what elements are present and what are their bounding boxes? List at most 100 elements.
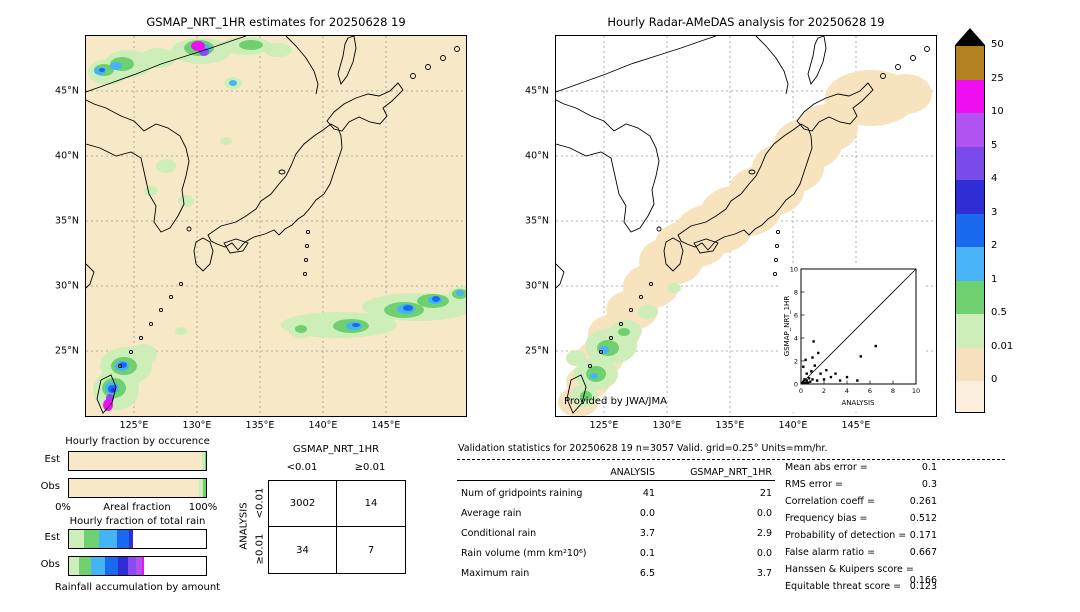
colorbar-tick-label: 5: [991, 139, 998, 151]
precip-blob: [178, 195, 194, 207]
contingency-grid: 3002 14 34 7: [268, 480, 406, 574]
precip-blob: [119, 362, 127, 368]
score-line: False alarm ratio = 0.667: [785, 547, 937, 558]
lat-tick-label: 45°N: [55, 85, 79, 97]
scatter-point: [838, 379, 842, 382]
grid-lines: [86, 36, 466, 416]
cell-ny: 14: [337, 481, 405, 527]
scatter-point: [834, 372, 837, 375]
lon-tick-label: 140°E: [308, 420, 338, 431]
row-label-lt: <0.01: [254, 487, 266, 519]
stat-value: 21: [759, 488, 772, 499]
scatter-point: [856, 379, 859, 382]
total-rain-est-bar: [68, 529, 207, 549]
colorbar-tick-label: 4: [991, 173, 998, 184]
stat-value: 0.0: [756, 548, 772, 559]
scatter-point: [874, 344, 877, 348]
stat-row-label: Conditional rain: [461, 528, 537, 539]
radar-amedas-map: Hourly Radar-AMeDAS analysis for 2025062…: [525, 15, 937, 431]
score-label: Mean abs error =: [785, 462, 868, 473]
precip-blob: [599, 346, 609, 354]
scatter-inset: 0 2 4 6 8 10 0 2 4 6 8 10 ANALYSIS GSMAP_NRT_1HR: [781, 264, 923, 412]
lat-tick-label: 25°N: [525, 345, 549, 357]
colorbar-tick-label: 25: [991, 72, 1004, 84]
stat-row-label: Num of gridpoints raining: [461, 488, 583, 499]
row-label-ge: ≥0.01: [254, 533, 266, 565]
colorbar-bar: [955, 45, 985, 413]
precip-blob: [295, 325, 307, 333]
lon-tick-label: 130°E: [652, 420, 682, 431]
bar-segment: [69, 452, 202, 470]
precip-blob: [140, 48, 176, 68]
scatter-point: [807, 377, 811, 380]
stat-value: 3.7: [756, 568, 772, 579]
precip-blob: [456, 290, 464, 296]
score-label: Hanssen & Kuipers score =: [785, 564, 914, 575]
scatter-point: [811, 356, 814, 359]
bar-segment: [99, 530, 117, 548]
score-value: 0.261: [909, 496, 937, 507]
score-value: 0.512: [909, 513, 937, 524]
est-row-label: Est: [44, 532, 60, 543]
precip-blob: [432, 296, 440, 302]
score-line: Probability of detection = 0.171: [785, 530, 937, 541]
y-tick-label: 4: [794, 335, 798, 343]
colorbar-segment: [956, 113, 984, 147]
colorbar-segment: [956, 347, 984, 381]
x-tick-label: 2: [822, 387, 826, 395]
colorbar-overflow-triangle: [955, 28, 985, 45]
radar-coverage-blob: [880, 74, 932, 114]
precip-blob: [156, 159, 176, 173]
score-label: Frequency bias =: [785, 513, 868, 524]
colorbar-tick-label: 0.5: [991, 307, 1007, 318]
scatter-point: [802, 365, 805, 368]
inset-plot-frame: [800, 268, 917, 385]
scatter-point: [813, 364, 816, 367]
radar-coverage-layer: [558, 70, 932, 417]
est-row-label: Est: [44, 454, 60, 465]
score-line: Frequency bias = 0.512: [785, 513, 937, 524]
precip-blob: [566, 350, 586, 366]
precip-blob: [99, 68, 105, 72]
left-map-canvas: [85, 35, 480, 416]
colorbar-segment: [956, 280, 984, 314]
score-label: False alarm ratio =: [785, 547, 876, 558]
accumulation-footer: Rainfall accumulation by amount: [54, 582, 221, 593]
x-tick-label: 10: [912, 387, 920, 395]
colorbar-segment: [956, 213, 984, 247]
cell-nn: 3002: [269, 481, 337, 527]
data-credit: Provided by JWA/JMA: [564, 396, 667, 407]
precip-blob: [618, 328, 630, 336]
identity-line: [800, 268, 917, 385]
scatter-point: [805, 372, 808, 375]
bar-segment: [129, 530, 134, 548]
validation-title: Validation statistics for 20250628 19 n=…: [458, 443, 828, 454]
precip-blob: [352, 323, 360, 327]
bar-segment: [144, 557, 206, 575]
stat-value: 41: [642, 488, 655, 499]
lon-tick-label: 130°E: [182, 420, 212, 431]
stat-value: 0.1: [639, 548, 655, 559]
contingency-col-header: GSMAP_NRT_1HR: [292, 444, 380, 455]
lon-tick-label: 140°E: [778, 420, 808, 431]
bar-segment: [118, 557, 128, 575]
score-value: 0.166: [909, 575, 937, 586]
bar-segment: [203, 479, 206, 497]
bar-segment: [141, 557, 145, 575]
occurrence-est-bar: [68, 451, 207, 471]
bar-segment: [90, 557, 105, 575]
bar-segment: [104, 557, 119, 575]
axis-max-label: 100%: [188, 502, 218, 513]
obs-row-label: Obs: [40, 559, 60, 570]
precip-blob: [191, 41, 205, 51]
bar-segment: [116, 530, 130, 548]
colorbar-segment: [956, 180, 984, 214]
precipitation-layer: [88, 37, 480, 411]
axis-min-label: 0%: [55, 502, 71, 513]
colorbar-tick-label: 1: [991, 273, 998, 285]
lat-tick-label: 40°N: [55, 150, 79, 162]
bar-segment: [127, 557, 137, 575]
colorbar-tick-label: 0.01: [991, 340, 1014, 352]
fraction-charts: Hourly fraction by occurence Est Obs 0% …: [0, 434, 230, 612]
y-tick-label: 2: [794, 358, 798, 366]
